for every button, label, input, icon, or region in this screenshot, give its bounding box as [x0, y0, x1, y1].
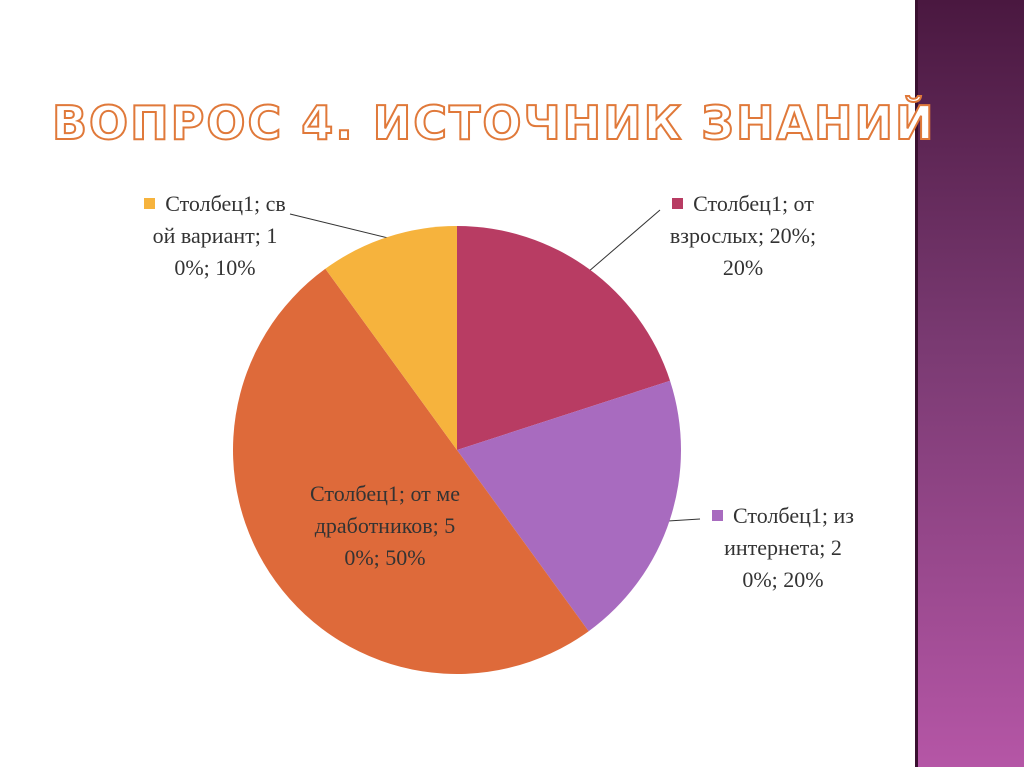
leader-line	[587, 209, 661, 273]
data-label: Столбец1; свой вариант; 10%; 10%	[140, 188, 290, 284]
pie-slice	[457, 380, 681, 632]
leader-line	[667, 518, 701, 522]
data-label-text: Столбец1; от взрослых; 20%; 20%	[669, 191, 817, 280]
data-label-text: Столбец1; из интернета; 20%; 20%	[724, 503, 854, 592]
data-label-text: Столбец1; от медработников; 50%; 50%	[310, 481, 460, 570]
data-label: Столбец1; из интернета; 20%; 20%	[708, 500, 858, 596]
legend-marker	[144, 198, 156, 209]
pie-slice	[233, 268, 589, 674]
leader-line	[289, 213, 389, 239]
legend-marker	[672, 198, 684, 209]
pie-slice	[457, 226, 671, 450]
pie-slice	[325, 226, 457, 450]
data-label: Столбец1; от медработников; 50%; 50%	[310, 478, 460, 574]
legend-marker	[712, 510, 724, 521]
chart-title: ВОПРОС 4. ИСТОЧНИК ЗНАНИЙ	[51, 95, 936, 151]
side-band	[915, 0, 1024, 767]
data-label-text: Столбец1; свой вариант; 10%; 10%	[152, 191, 286, 280]
data-label: Столбец1; от взрослых; 20%; 20%	[668, 188, 818, 284]
